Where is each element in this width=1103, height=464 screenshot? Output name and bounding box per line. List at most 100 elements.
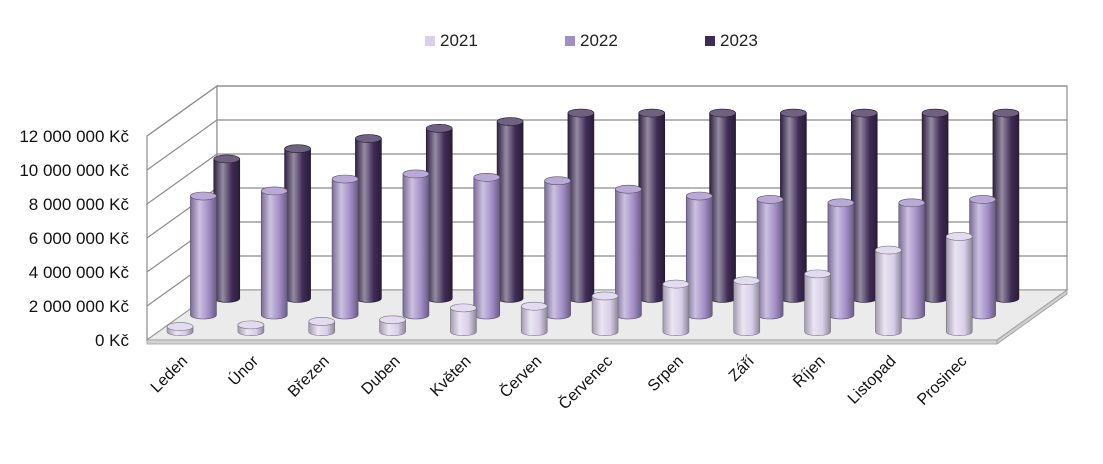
bar-2021-Říjen — [804, 269, 831, 336]
bar-2022-Prosinec — [969, 195, 996, 320]
bar-top — [733, 276, 761, 285]
bar-2023-Srpen — [709, 108, 736, 303]
bar-2022-Srpen — [685, 191, 713, 320]
bar-2021-Březen — [308, 317, 336, 336]
bar-body — [662, 283, 690, 336]
bar-body — [850, 112, 878, 303]
bar-top — [780, 108, 807, 118]
bar-top — [638, 108, 666, 118]
bar-2023-Říjen — [850, 108, 878, 303]
bar-2021-Červen — [520, 301, 548, 336]
bar-2022-Září — [756, 195, 784, 320]
bar-2022-Březen — [331, 174, 359, 320]
bar-2022-Říjen — [827, 198, 855, 320]
x-tick-label: Červen — [496, 351, 546, 401]
bar-body — [496, 121, 524, 303]
bar-top — [473, 173, 501, 182]
bar-body — [898, 202, 926, 320]
bar-top — [331, 174, 359, 184]
bar-body — [591, 295, 619, 336]
bar-top — [992, 108, 1020, 118]
bar-top — [520, 301, 548, 311]
bar-top — [662, 279, 690, 289]
x-tick-label: Únor — [224, 351, 262, 389]
bar-top — [166, 322, 194, 331]
bar-top — [425, 124, 453, 133]
y-tick-label: 6 000 000 Kč — [29, 229, 130, 248]
bar-top — [450, 303, 477, 313]
bar-top — [945, 232, 973, 241]
bar-2023-Červen — [567, 108, 595, 303]
bar-body — [638, 112, 666, 303]
bar-2021-Únor — [237, 320, 265, 336]
bar-body — [425, 128, 453, 303]
x-tick-label: Květen — [427, 353, 474, 400]
bar-body — [827, 202, 855, 320]
bar-body — [875, 249, 902, 336]
bar-body — [213, 158, 241, 303]
bar-2021-Duben — [379, 315, 406, 336]
bar-2023-Březen — [355, 134, 382, 303]
bar-top — [709, 108, 736, 118]
bar-2023-Listopad — [921, 108, 949, 303]
bar-body — [685, 195, 713, 320]
legend-label-2021: 2021 — [440, 31, 478, 50]
bar-body — [709, 112, 736, 303]
bar-top — [402, 169, 430, 179]
bar-2023-Únor — [284, 144, 311, 303]
chart-legend: 2021 2022 2023 — [425, 31, 845, 51]
bar-body — [969, 199, 996, 320]
legend-swatch-2022 — [565, 36, 575, 46]
y-tick-label: 4 000 000 Kč — [29, 263, 130, 282]
bar-body — [780, 112, 807, 303]
bar-body — [379, 319, 406, 336]
bar-top — [875, 245, 902, 255]
bar-top — [355, 134, 382, 143]
bar-top — [756, 195, 784, 204]
bar-body — [756, 199, 784, 320]
bar-body — [355, 138, 382, 303]
bar-body — [992, 112, 1020, 303]
x-tick-label: Červenec — [554, 351, 616, 413]
bar-2023-Leden — [213, 154, 241, 303]
bar-top — [260, 186, 288, 196]
bar-top — [213, 154, 241, 164]
bar-top — [237, 320, 265, 330]
bar-2023-Červenec — [638, 108, 666, 303]
x-tick-label: Březen — [285, 353, 333, 401]
bar-2022-Červen — [544, 176, 571, 320]
bar-body — [402, 173, 430, 320]
legend-label-2022: 2022 — [580, 31, 618, 50]
bar-2021-Září — [733, 276, 761, 336]
y-tick-label: 10 000 000 Kč — [19, 161, 129, 180]
legend-swatch-2023 — [705, 36, 715, 46]
legend-item-2022: 2022 — [565, 31, 705, 51]
bar-top — [827, 198, 855, 208]
bar-top — [804, 269, 831, 279]
bar-top — [850, 108, 878, 118]
bar-top — [591, 291, 619, 301]
x-tick-label: Září — [726, 352, 759, 385]
bar-body — [733, 280, 761, 336]
bar-top — [190, 191, 217, 201]
bar-2021-Srpen — [662, 279, 690, 336]
bar-body — [473, 177, 501, 320]
bar-top — [496, 117, 524, 126]
bar-top — [969, 195, 996, 204]
x-tick-label: Listopad — [845, 353, 900, 408]
x-tick-label: Říjen — [789, 351, 829, 391]
x-tick-label: Leden — [148, 353, 191, 396]
bar-2021-Červenec — [591, 291, 619, 336]
bar-body — [284, 148, 311, 303]
bar-body — [804, 273, 831, 336]
bar-top — [921, 108, 949, 118]
floor-edge-side — [996, 289, 1068, 345]
bar-body — [615, 188, 642, 320]
y-tick-label: 8 000 000 Kč — [29, 195, 130, 214]
bar-2021-Květen — [450, 303, 477, 336]
bar-2023-Duben — [425, 124, 453, 303]
bar-2022-Listopad — [898, 198, 926, 320]
bar-2023-Květen — [496, 117, 524, 303]
bar-top — [615, 184, 642, 194]
y-tick-label: 0 Kč — [95, 331, 130, 350]
